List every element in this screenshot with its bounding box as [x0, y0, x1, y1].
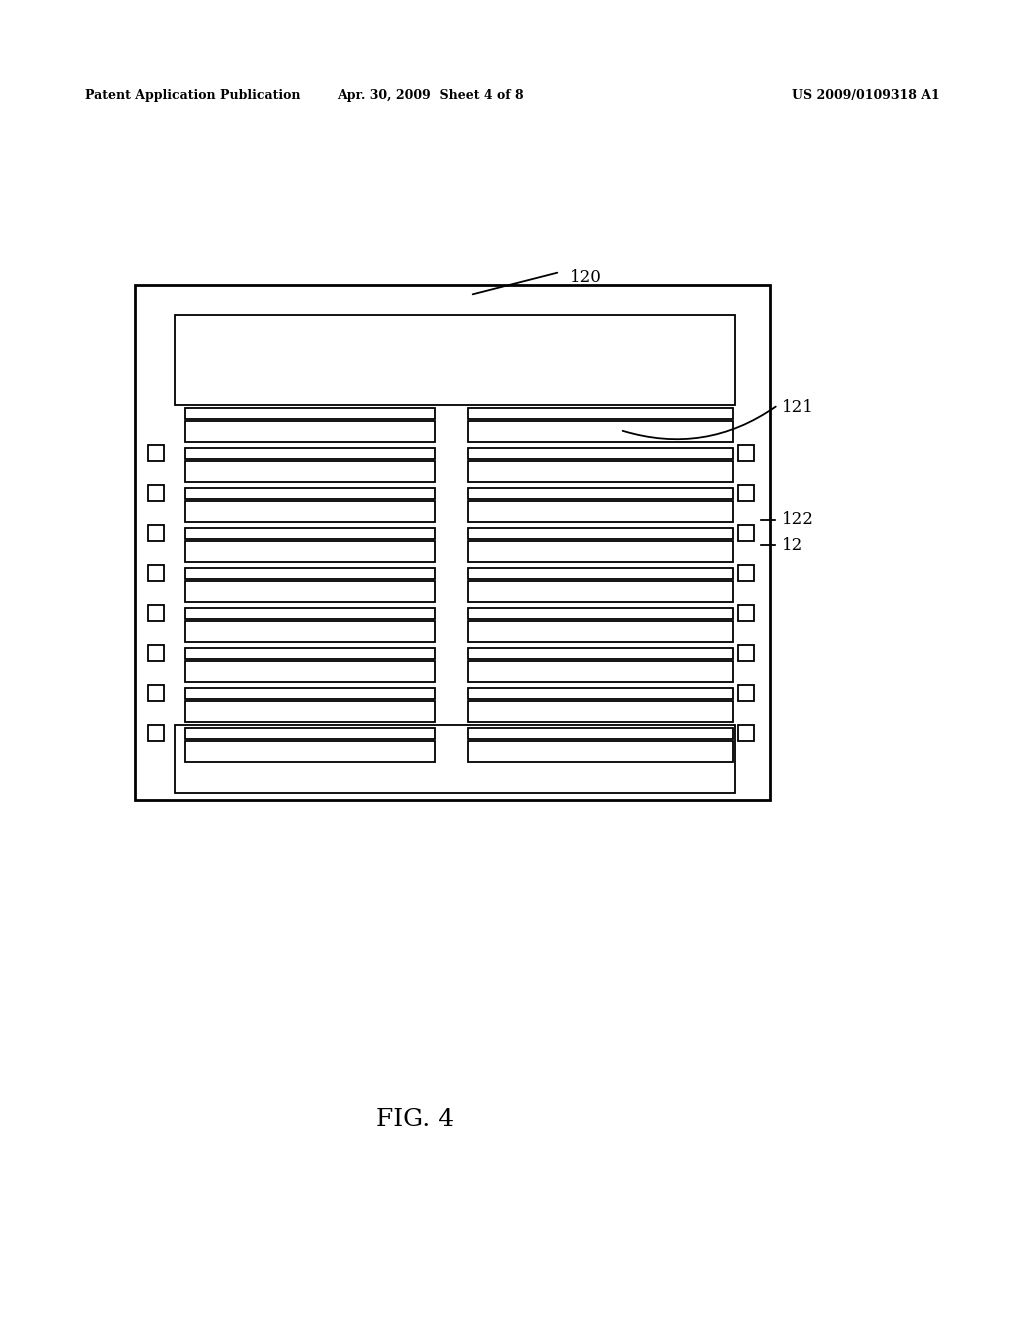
Bar [185, 528, 435, 539]
Bar [148, 605, 164, 620]
Bar [468, 447, 733, 459]
Bar [185, 729, 435, 739]
Bar [185, 581, 435, 602]
Bar [185, 568, 435, 579]
Bar [148, 484, 164, 502]
Bar [185, 688, 435, 700]
Text: Apr. 30, 2009  Sheet 4 of 8: Apr. 30, 2009 Sheet 4 of 8 [337, 88, 523, 102]
Bar [468, 648, 733, 659]
Text: Patent Application Publication: Patent Application Publication [85, 88, 300, 102]
Text: US 2009/0109318 A1: US 2009/0109318 A1 [793, 88, 940, 102]
Bar [185, 488, 435, 499]
Bar [185, 648, 435, 659]
Bar [185, 609, 435, 619]
Bar [185, 541, 435, 562]
Bar [738, 725, 754, 741]
Bar [468, 741, 733, 762]
Text: 12: 12 [782, 536, 803, 553]
Bar [175, 315, 735, 405]
Bar [185, 421, 435, 442]
Bar [175, 725, 735, 793]
Bar [185, 502, 435, 521]
Bar [468, 502, 733, 521]
Bar [148, 445, 164, 461]
Bar [468, 581, 733, 602]
Bar [148, 685, 164, 701]
Bar [468, 688, 733, 700]
Bar [135, 285, 770, 800]
Bar [468, 461, 733, 482]
Bar [738, 445, 754, 461]
Bar [468, 421, 733, 442]
Bar [738, 484, 754, 502]
Text: 122: 122 [782, 511, 814, 528]
Bar [738, 565, 754, 581]
Bar [468, 488, 733, 499]
Bar [148, 525, 164, 541]
Bar [468, 541, 733, 562]
Bar [185, 741, 435, 762]
Text: 121: 121 [782, 400, 814, 417]
Bar [738, 645, 754, 661]
Bar [185, 661, 435, 682]
Bar [468, 568, 733, 579]
Bar [738, 685, 754, 701]
Bar [185, 461, 435, 482]
Bar [185, 701, 435, 722]
Bar [148, 645, 164, 661]
Text: 120: 120 [570, 269, 602, 286]
Bar [468, 620, 733, 642]
Bar [185, 408, 435, 418]
Bar [468, 701, 733, 722]
Bar [185, 447, 435, 459]
Bar [148, 725, 164, 741]
Bar [738, 525, 754, 541]
Bar [148, 565, 164, 581]
Bar [468, 661, 733, 682]
Bar [468, 408, 733, 418]
Bar [468, 609, 733, 619]
Bar [185, 620, 435, 642]
Text: FIG. 4: FIG. 4 [376, 1109, 454, 1131]
Bar [468, 729, 733, 739]
Bar [468, 528, 733, 539]
Bar [738, 605, 754, 620]
